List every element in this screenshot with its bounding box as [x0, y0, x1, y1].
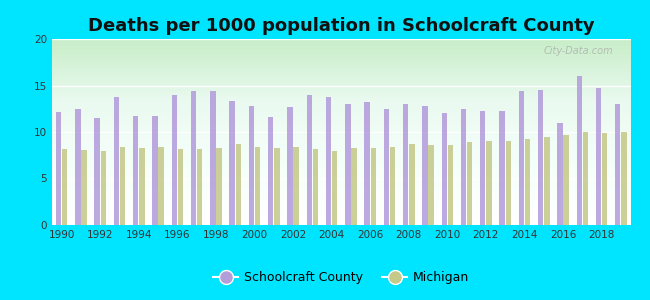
Bar: [351, 148, 357, 225]
Bar: [56, 112, 61, 225]
Bar: [287, 107, 292, 225]
Bar: [441, 113, 447, 225]
Bar: [235, 144, 241, 225]
Bar: [274, 148, 280, 225]
Bar: [506, 141, 511, 225]
Bar: [332, 151, 337, 225]
Bar: [461, 109, 466, 225]
Bar: [525, 139, 530, 225]
Bar: [557, 123, 563, 225]
Bar: [519, 91, 524, 225]
Bar: [313, 149, 318, 225]
Bar: [602, 133, 607, 225]
Bar: [133, 116, 138, 225]
Title: Deaths per 1000 population in Schoolcraft County: Deaths per 1000 population in Schoolcraf…: [88, 17, 595, 35]
Bar: [486, 141, 491, 225]
Bar: [191, 91, 196, 225]
Bar: [293, 147, 299, 225]
Bar: [255, 147, 260, 225]
Bar: [370, 148, 376, 225]
Bar: [216, 148, 222, 225]
Legend: Schoolcraft County, Michigan: Schoolcraft County, Michigan: [208, 266, 474, 289]
Bar: [467, 142, 473, 225]
Bar: [615, 104, 621, 225]
Bar: [177, 149, 183, 225]
Bar: [62, 149, 68, 225]
Bar: [229, 101, 235, 225]
Bar: [159, 147, 164, 225]
Bar: [621, 132, 627, 225]
Bar: [596, 88, 601, 225]
Bar: [403, 104, 408, 225]
Bar: [384, 109, 389, 225]
Bar: [480, 111, 486, 225]
Bar: [268, 117, 274, 225]
Bar: [582, 132, 588, 225]
Bar: [101, 151, 106, 225]
Bar: [365, 102, 370, 225]
Bar: [564, 135, 569, 225]
Bar: [499, 111, 505, 225]
Bar: [114, 97, 119, 225]
Bar: [422, 106, 428, 225]
Bar: [326, 97, 332, 225]
Bar: [448, 145, 453, 225]
Bar: [94, 118, 100, 225]
Bar: [409, 144, 415, 225]
Bar: [390, 147, 395, 225]
Bar: [210, 91, 216, 225]
Bar: [249, 106, 254, 225]
Bar: [172, 95, 177, 225]
Bar: [81, 150, 86, 225]
Bar: [197, 149, 202, 225]
Bar: [75, 109, 81, 225]
Bar: [152, 116, 158, 225]
Bar: [577, 76, 582, 225]
Bar: [544, 136, 549, 225]
Bar: [139, 148, 144, 225]
Bar: [538, 90, 543, 225]
Bar: [120, 147, 125, 225]
Bar: [307, 95, 312, 225]
Text: City-Data.com: City-Data.com: [543, 46, 613, 56]
Bar: [345, 104, 350, 225]
Bar: [428, 145, 434, 225]
